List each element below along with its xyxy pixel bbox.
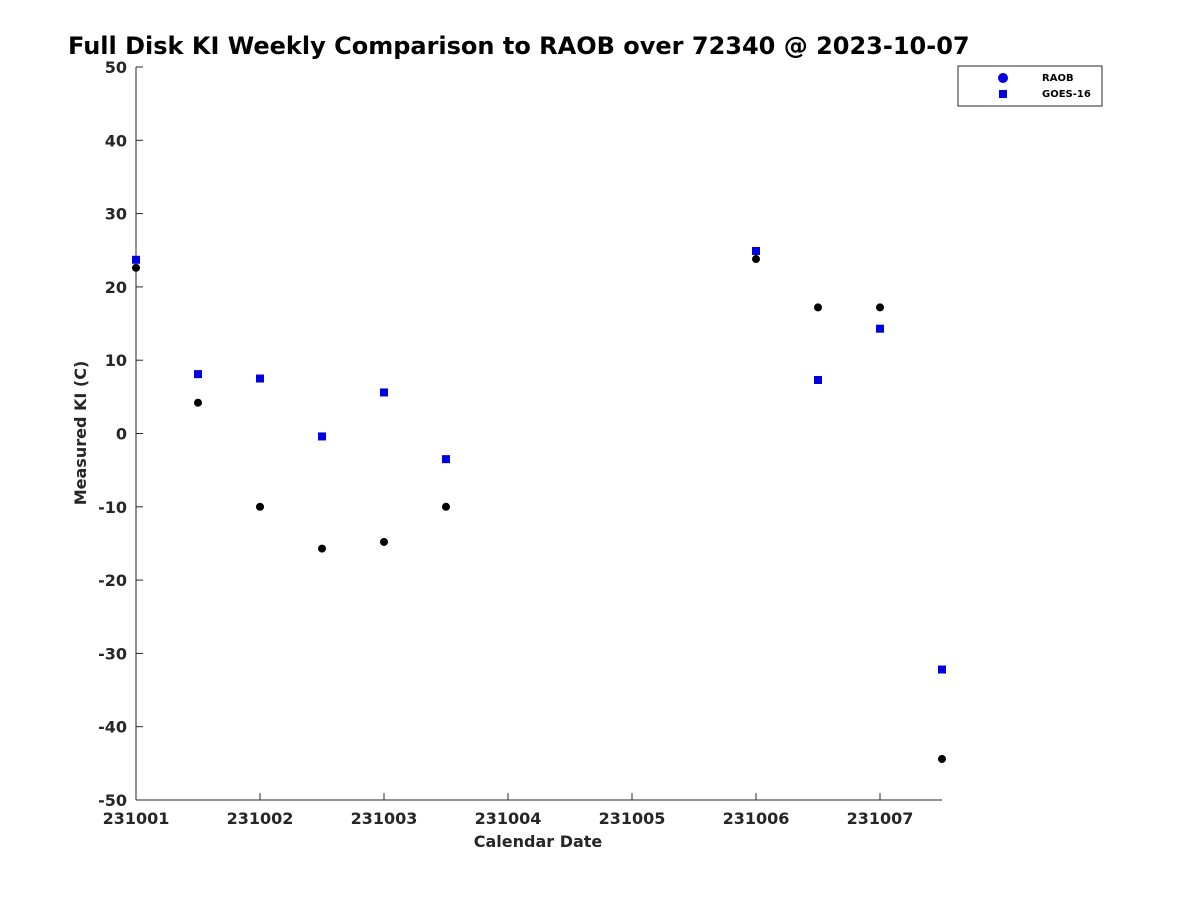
- goes-16-point: [194, 370, 202, 379]
- y-tick-label: 10: [105, 351, 127, 370]
- raob-point: [256, 502, 264, 511]
- axes: [135, 67, 942, 801]
- x-tick-label: 231006: [723, 809, 790, 828]
- raob-point: [876, 303, 884, 312]
- x-tick-label: 231002: [227, 809, 294, 828]
- y-tick-label: -10: [98, 498, 127, 517]
- x-tick-label: 231005: [599, 809, 666, 828]
- y-tick-label: 0: [116, 425, 127, 444]
- goes-16-point: [938, 665, 946, 674]
- y-axis-label: Measured KI (C): [71, 361, 90, 506]
- goes-16-point: [876, 324, 884, 333]
- goes-16-point: [814, 375, 822, 384]
- x-tick-label: 231001: [103, 809, 170, 828]
- legend-label-goes-16: GOES-16: [1042, 89, 1091, 100]
- y-tick-label: -20: [98, 571, 127, 590]
- raob-point: [318, 544, 326, 553]
- y-tick-label: 20: [105, 278, 127, 297]
- raob-point: [380, 537, 388, 546]
- x-ticks: 231001 231002 231003 231004 231005 231006 2310…: [103, 793, 914, 828]
- x-tick-label: 231007: [847, 809, 914, 828]
- goes-16-point: [132, 255, 140, 264]
- data-marks: [132, 246, 946, 763]
- raob-point: [752, 255, 760, 264]
- legend-box: [957, 65, 1103, 107]
- chart-title: Full Disk KI Weekly Comparison to RAOB o…: [68, 32, 970, 60]
- raob-point: [194, 398, 202, 407]
- y-tick-label: 40: [105, 131, 127, 150]
- raob-point: [938, 754, 946, 763]
- goes-16-point: [752, 246, 760, 255]
- goes-16-point: [318, 432, 326, 441]
- x-tick-label: 231003: [351, 809, 418, 828]
- y-tick-label: -40: [98, 718, 127, 737]
- x-tick-label: 231004: [475, 809, 542, 828]
- y-ticks: -50 -40 -30 -20 -10 0 10 20 30 40 50: [98, 58, 143, 810]
- legend-label-raob: RAOB: [1042, 73, 1074, 84]
- raob-point: [814, 303, 822, 312]
- y-tick-label: 50: [105, 58, 127, 77]
- goes-16-point: [380, 388, 388, 397]
- legend-marker-goes-16: [999, 90, 1007, 98]
- y-tick-label: -50: [98, 791, 127, 810]
- raob-point: [442, 502, 450, 511]
- legend: RAOB GOES-16: [957, 65, 1103, 107]
- legend-marker-raob: [998, 73, 1008, 83]
- y-tick-label: -30: [98, 644, 127, 663]
- goes-16-point: [256, 374, 264, 383]
- goes-16-point: [442, 455, 450, 464]
- raob-point: [132, 263, 140, 272]
- x-axis-label: Calendar Date: [474, 832, 603, 851]
- y-tick-label: 30: [105, 205, 127, 224]
